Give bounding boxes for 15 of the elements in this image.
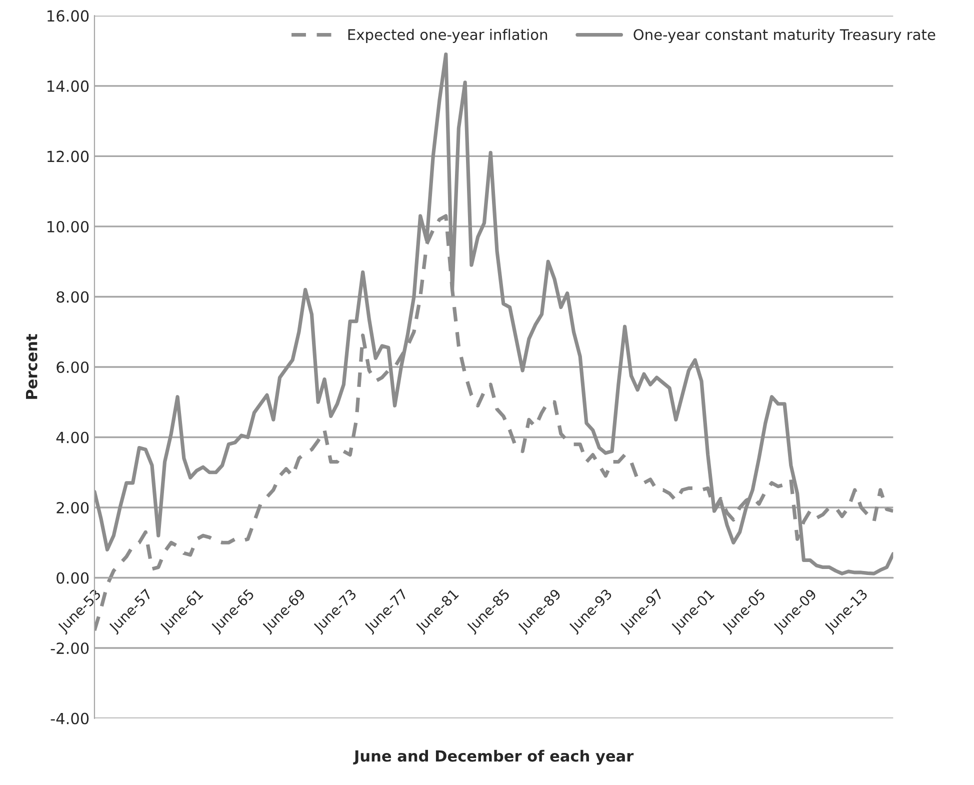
y-tick-label: 10.00 (48, 220, 89, 232)
y-tick-label: 4.00 (56, 432, 89, 444)
y-axis-title: Percent (26, 334, 38, 399)
legend-label: One-year constant maturity Treasury rate (634, 28, 936, 43)
y-tick-label: 14.00 (48, 80, 89, 92)
y-tick-label: -4.00 (50, 712, 89, 724)
x-axis-title: June and December of each year (353, 750, 634, 765)
y-tick-label: 12.00 (48, 150, 89, 162)
y-tick-label: 0.00 (56, 572, 89, 584)
legend-label: Expected one-year inflation (348, 28, 548, 43)
y-tick-label: 8.00 (56, 291, 89, 303)
y-tick-label: -2.00 (50, 642, 89, 654)
y-tick-label: 16.00 (48, 10, 89, 22)
y-tick-label: 2.00 (56, 502, 89, 514)
y-tick-label: 6.00 (56, 361, 89, 374)
